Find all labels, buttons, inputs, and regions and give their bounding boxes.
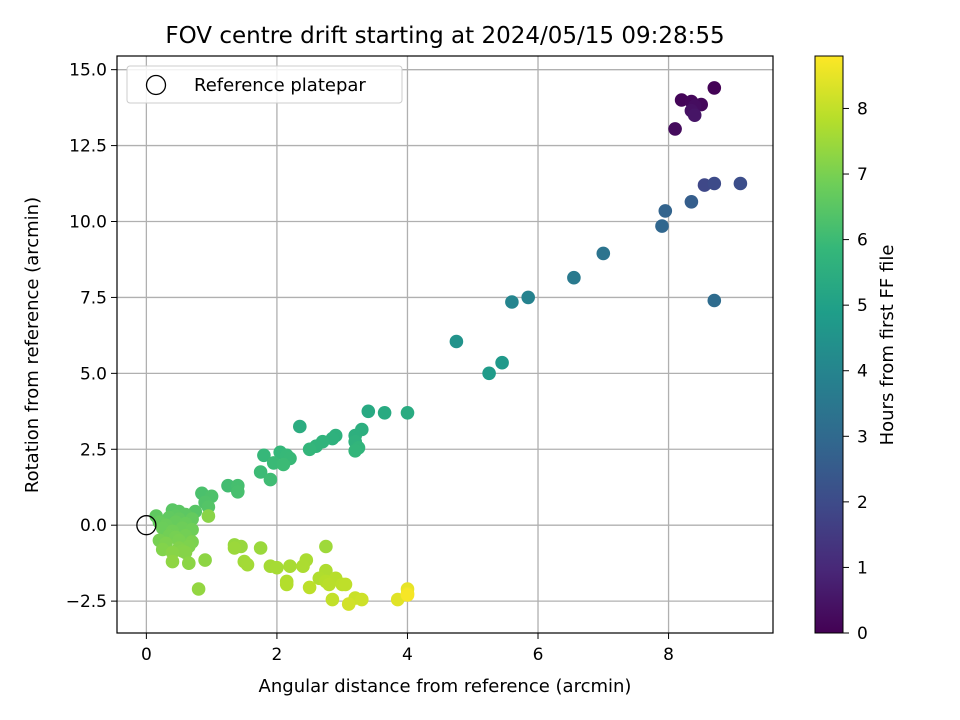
scatter-point bbox=[165, 554, 180, 569]
scatter-point bbox=[658, 204, 673, 218]
reference-point bbox=[136, 515, 157, 536]
x-tick-label: 0 bbox=[141, 645, 152, 665]
scatter-point bbox=[400, 406, 415, 420]
y-tick-label: 12.5 bbox=[69, 137, 107, 157]
scatter-point bbox=[707, 293, 722, 308]
scatter-point bbox=[191, 582, 206, 596]
scatter-point bbox=[495, 355, 509, 370]
scatter-point bbox=[733, 176, 748, 191]
scatter-point bbox=[198, 553, 212, 567]
y-tick-label: 2.5 bbox=[80, 440, 107, 460]
colorbar-tick-label: 1 bbox=[857, 558, 868, 578]
scatter-point bbox=[227, 541, 242, 555]
scatter-point bbox=[655, 219, 669, 233]
scatter-point bbox=[341, 597, 356, 611]
legend-label: Reference platepar bbox=[194, 75, 366, 96]
scatter-point bbox=[178, 545, 193, 560]
scatter-point bbox=[687, 108, 702, 122]
y-axis-ticks: −2.5 0.0 2.5 5.0 7.5 10.0 12.5 15.0 bbox=[66, 61, 117, 612]
y-axis-label: Rotation from reference (arcmin) bbox=[22, 197, 43, 493]
scatter-point bbox=[257, 448, 271, 463]
colorbar-tick-label: 0 bbox=[857, 624, 868, 644]
scatter-point bbox=[201, 509, 216, 523]
scatter-point bbox=[231, 485, 245, 499]
scatter-point bbox=[707, 176, 722, 191]
y-tick-label: 5.0 bbox=[80, 364, 107, 384]
plot-frame bbox=[116, 55, 774, 634]
scatter-point bbox=[319, 539, 333, 554]
scatter-point bbox=[263, 472, 278, 487]
legend-box bbox=[126, 65, 403, 104]
x-tick-label: 8 bbox=[663, 645, 674, 665]
scatter-point bbox=[296, 559, 310, 573]
scatter-point bbox=[361, 404, 376, 419]
y-tick-label: 10.0 bbox=[69, 213, 107, 233]
scatter-point bbox=[355, 592, 369, 607]
y-tick-label: 15.0 bbox=[69, 61, 107, 81]
colorbar bbox=[814, 55, 844, 634]
scatter-points bbox=[149, 81, 748, 611]
y-tick-label: −2.5 bbox=[66, 592, 107, 612]
scatter-point bbox=[276, 457, 291, 472]
scatter-point bbox=[505, 295, 519, 309]
scatter-point bbox=[567, 270, 581, 285]
scatter-point bbox=[482, 366, 496, 381]
colorbar-tick-label: 2 bbox=[857, 493, 868, 513]
scatter-point bbox=[338, 577, 353, 592]
scatter-point bbox=[377, 406, 392, 420]
x-axis-label: Angular distance from reference (arcmin) bbox=[259, 676, 632, 697]
x-axis-ticks: 0 2 4 6 8 bbox=[141, 633, 674, 665]
legend: Reference platepar bbox=[126, 65, 403, 104]
scatter-point bbox=[400, 588, 415, 602]
scatter-point bbox=[293, 419, 307, 434]
scatter-point bbox=[521, 290, 535, 305]
scatter-point bbox=[449, 334, 464, 349]
y-tick-label: 7.5 bbox=[80, 288, 107, 308]
scatter-point bbox=[302, 442, 317, 457]
scatter-point bbox=[302, 580, 317, 595]
scatter-point bbox=[270, 560, 284, 575]
scatter-point bbox=[182, 556, 196, 570]
scatter-point bbox=[348, 444, 363, 458]
scatter-point bbox=[253, 465, 268, 479]
colorbar-label: Hours from first FF file bbox=[877, 245, 898, 446]
scatter-point bbox=[279, 577, 294, 592]
colorbar-tick-label: 4 bbox=[857, 362, 868, 382]
colorbar-tick-label: 3 bbox=[857, 427, 868, 447]
colorbar-tick-label: 6 bbox=[857, 231, 868, 251]
scatter-point bbox=[684, 195, 699, 209]
scatter-point bbox=[240, 557, 255, 572]
scatter-point bbox=[596, 246, 611, 261]
scatter-point bbox=[221, 478, 235, 493]
scatter-point bbox=[253, 541, 268, 555]
x-tick-label: 2 bbox=[272, 645, 283, 665]
scatter-point bbox=[322, 577, 336, 592]
scatter-point bbox=[707, 81, 722, 95]
colorbar-tick-label: 8 bbox=[857, 99, 868, 119]
x-tick-label: 6 bbox=[533, 645, 544, 665]
legend-reference-marker bbox=[145, 74, 167, 96]
scatter-point bbox=[668, 122, 682, 136]
scatter-point bbox=[325, 592, 340, 607]
reference-marker bbox=[136, 515, 157, 536]
y-tick-label: 0.0 bbox=[80, 516, 107, 536]
colorbar-tick-label: 7 bbox=[857, 165, 868, 185]
chart-title: FOV centre drift starting at 2024/05/15 … bbox=[165, 23, 724, 49]
colorbar-ticks: 0 1 2 3 4 5 6 7 8 bbox=[843, 99, 868, 644]
x-tick-label: 4 bbox=[402, 645, 413, 665]
colorbar-tick-label: 5 bbox=[857, 296, 868, 316]
scatter-point bbox=[283, 559, 297, 573]
